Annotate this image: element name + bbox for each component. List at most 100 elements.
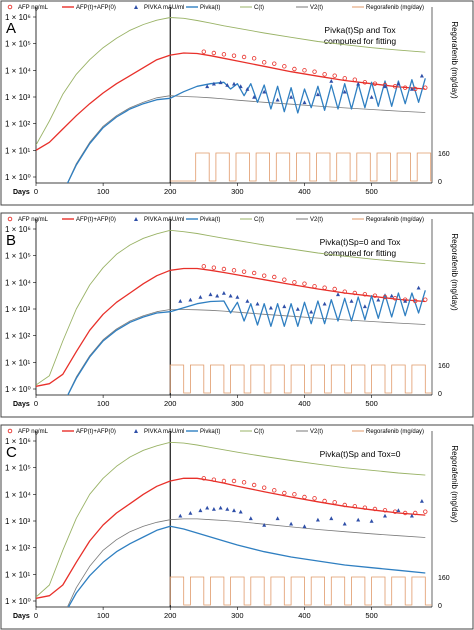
series-afp-model bbox=[36, 267, 426, 387]
legend-label: AFP ng/mL bbox=[18, 217, 49, 223]
afp-data-point bbox=[382, 294, 388, 300]
pivka-data-point bbox=[252, 95, 257, 99]
pivka-data-point bbox=[336, 292, 340, 297]
legend-label: AFP ng/mL bbox=[18, 429, 49, 435]
pivka-data-point bbox=[275, 516, 280, 521]
series-c bbox=[36, 229, 426, 386]
y-tick-label: 1 × 10⁴ bbox=[5, 490, 31, 499]
pivka-data-point bbox=[198, 508, 203, 513]
legend-label: Regorafenib (mg/day) bbox=[366, 217, 424, 223]
afp-data-point bbox=[312, 284, 317, 289]
legend-c: C(t) bbox=[240, 5, 264, 11]
legend-c: C(t) bbox=[240, 429, 264, 435]
y2-tick-label: 0 bbox=[438, 603, 442, 610]
afp-data-point bbox=[382, 508, 388, 513]
legend-c: C(t) bbox=[240, 217, 264, 223]
pivka-data-point bbox=[232, 508, 236, 513]
series-afp-model bbox=[36, 52, 426, 151]
pivka-data-point bbox=[198, 295, 203, 299]
x-axis-label: Days bbox=[13, 189, 30, 196]
y-tick-label: 1 × 10⁴ bbox=[5, 278, 31, 287]
x-tick-label: 200 bbox=[164, 611, 177, 620]
legend-v2: V2(t) bbox=[296, 5, 323, 11]
afp-data-point bbox=[251, 56, 257, 61]
pivka-data-point bbox=[342, 89, 347, 94]
legend-marker-triangle bbox=[134, 429, 138, 433]
pivka-data-point bbox=[262, 523, 267, 527]
panel-border bbox=[0, 0, 474, 206]
pivka-data-point bbox=[178, 299, 183, 303]
pivka-data-point bbox=[396, 508, 401, 513]
series-regorafenib bbox=[170, 152, 432, 182]
x-tick-label: 0 bbox=[34, 399, 38, 408]
legend-pivka-model: Pivka(t) bbox=[186, 5, 220, 11]
pivka-data-point bbox=[403, 299, 408, 303]
afp-data-point bbox=[241, 480, 247, 485]
afp-data-point bbox=[322, 498, 327, 504]
afp-data-point bbox=[322, 72, 327, 77]
afp-data-point bbox=[332, 73, 337, 78]
x-axis-label: Days bbox=[13, 401, 30, 408]
afp-data-point bbox=[221, 478, 227, 484]
pivka-data-point bbox=[309, 309, 314, 314]
pivka-data-point bbox=[178, 513, 183, 518]
pivka-data-point bbox=[383, 513, 387, 518]
afp-data-point bbox=[352, 290, 358, 296]
y-tick-label: 1 × 10⁵ bbox=[5, 252, 31, 261]
pivka-data-point bbox=[188, 511, 193, 515]
afp-data-point bbox=[362, 292, 368, 297]
afp-data-point bbox=[372, 293, 378, 298]
pivka-data-point bbox=[282, 304, 287, 309]
afp-data-point bbox=[402, 85, 408, 90]
x-tick-label: 100 bbox=[97, 611, 110, 620]
y-tick-label: 1 × 10⁶ bbox=[5, 225, 31, 234]
series-regorafenib bbox=[169, 364, 432, 394]
y-tick-label: 1 × 10³ bbox=[5, 93, 30, 102]
pivka-data-point bbox=[238, 509, 243, 514]
y-tick-label: 1 × 10³ bbox=[5, 305, 30, 314]
pivka-data-point bbox=[225, 83, 230, 87]
pivka-data-point bbox=[205, 505, 210, 510]
plot-area bbox=[36, 219, 432, 395]
legend-label: AFP(t)+AFP(0) bbox=[76, 217, 116, 223]
y-tick-label: 1 × 10¹ bbox=[5, 146, 30, 155]
x-tick-label: 400 bbox=[298, 187, 311, 196]
pivka-data-point bbox=[218, 80, 223, 85]
legend-pivka-model: Pivka(t) bbox=[186, 217, 220, 223]
x-tick-label: 500 bbox=[365, 187, 378, 196]
legend-afp-data: AFP ng/mL bbox=[7, 428, 49, 435]
legend-afp-model: AFP(t)+AFP(0) bbox=[62, 217, 116, 223]
legend-marker-triangle bbox=[134, 217, 138, 221]
legend-label: Pivka(t) bbox=[200, 5, 220, 11]
pivka-data-point bbox=[302, 524, 307, 529]
afp-data-point bbox=[231, 268, 237, 273]
afp-data-point bbox=[392, 296, 398, 301]
afp-data-point bbox=[413, 510, 418, 516]
afp-data-point bbox=[332, 500, 337, 505]
legend-label: Pivka(t) bbox=[200, 217, 220, 223]
legend-afp-data: AFP ng/mL bbox=[7, 4, 49, 11]
y-tick-label: 1 × 10³ bbox=[5, 517, 30, 526]
afp-data-point bbox=[292, 66, 297, 72]
series-pivka-model bbox=[67, 525, 426, 607]
annotation-line: computed for fitting bbox=[324, 36, 397, 46]
pivka-data-point bbox=[188, 297, 193, 302]
annotation-line: computed for fitting bbox=[324, 248, 397, 258]
afp-data-point bbox=[362, 80, 368, 85]
x-tick-label: 300 bbox=[231, 399, 244, 408]
afp-data-point bbox=[292, 280, 297, 285]
y-tick-label: 1 × 10⁰ bbox=[5, 597, 31, 606]
pivka-data-point bbox=[409, 87, 414, 91]
afp-data-point bbox=[292, 492, 297, 497]
x-tick-label: 500 bbox=[365, 611, 378, 620]
y-tick-label: 1 × 10⁰ bbox=[5, 385, 31, 394]
panel-a: AFP ng/mL AFP(t)+AFP(0) PIVKA mAU/ml Pivka(… bbox=[0, 0, 474, 206]
pivka-data-point bbox=[356, 81, 361, 86]
afp-data-point bbox=[352, 77, 358, 82]
afp-data-point bbox=[201, 49, 206, 54]
afp-data-point bbox=[402, 510, 408, 516]
legend-marker-circle bbox=[7, 428, 13, 434]
afp-data-point bbox=[241, 269, 247, 274]
y-tick-label: 1 × 10⁵ bbox=[5, 40, 31, 49]
afp-data-point bbox=[413, 86, 418, 92]
